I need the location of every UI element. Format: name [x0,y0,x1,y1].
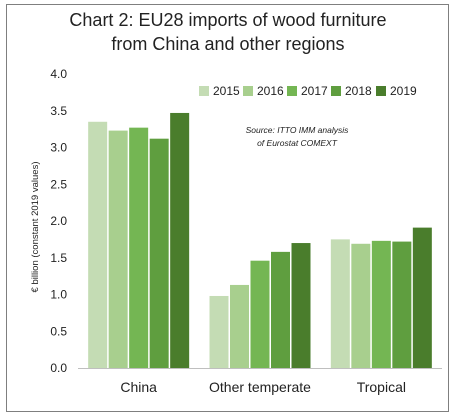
legend-label-2015: 2015 [213,84,240,98]
y-tick-label: 2.0 [50,214,67,228]
chart-title-line-2: from China and other regions [111,34,345,54]
bar-china-2018 [149,138,169,368]
bar-tropical-2017 [371,240,391,368]
legend-swatch-2016 [243,86,253,96]
legend: 2015 2016 2017 2018 2019 [199,84,417,98]
source-note-line-2: of Eurostat COMEXT [257,138,338,148]
bar-tropical-2018 [392,241,412,368]
bar-china-2019 [170,112,190,368]
legend-swatch-2015 [199,86,209,96]
y-tick-label: 3.5 [50,104,67,118]
bars-group [88,112,432,369]
bar-tropical-2015 [330,239,350,368]
y-tick-label: 2.5 [50,177,67,191]
y-tick-label: 1.0 [50,288,67,302]
y-axis-label: € billion (constant 2019 values) [30,162,41,293]
bar-china-2016 [108,130,128,368]
x-category-label: Tropical [357,379,406,395]
bar-other-temperate-2016 [230,284,249,368]
bar-china-2017 [129,127,149,368]
y-tick-label: 0.0 [50,361,67,375]
y-tick-label: 4.0 [50,67,67,81]
x-category-label: Other temperate [209,379,311,395]
legend-label-2019: 2019 [390,84,417,98]
y-axis: 0.0 0.5 1.0 1.5 2.0 2.5 3.0 3.5 4.0 [50,67,67,375]
legend-label-2017: 2017 [301,84,328,98]
bar-other-temperate-2018 [271,251,290,368]
bar-other-temperate-2019 [291,243,311,368]
bar-other-temperate-2015 [209,295,229,368]
bar-tropical-2016 [351,243,371,368]
legend-swatch-2019 [376,86,386,96]
y-tick-label: 0.5 [50,324,67,338]
y-tick-label: 3.0 [50,141,67,155]
legend-swatch-2018 [331,86,341,96]
x-category-label: China [120,379,157,395]
chart-title: Chart 2: EU28 imports of wood furniture … [0,8,456,56]
bar-other-temperate-2017 [250,260,270,368]
bar-china-2015 [88,121,108,369]
legend-swatch-2017 [287,86,297,96]
x-axis: China Other temperate Tropical [78,368,442,395]
legend-label-2016: 2016 [257,84,284,98]
legend-label-2018: 2018 [345,84,372,98]
y-tick-label: 1.5 [50,251,67,265]
source-note-line-1: Source: ITTO IMM analysis [246,125,350,135]
bar-tropical-2019 [412,227,432,368]
chart-title-line-1: Chart 2: EU28 imports of wood furniture [69,10,387,30]
